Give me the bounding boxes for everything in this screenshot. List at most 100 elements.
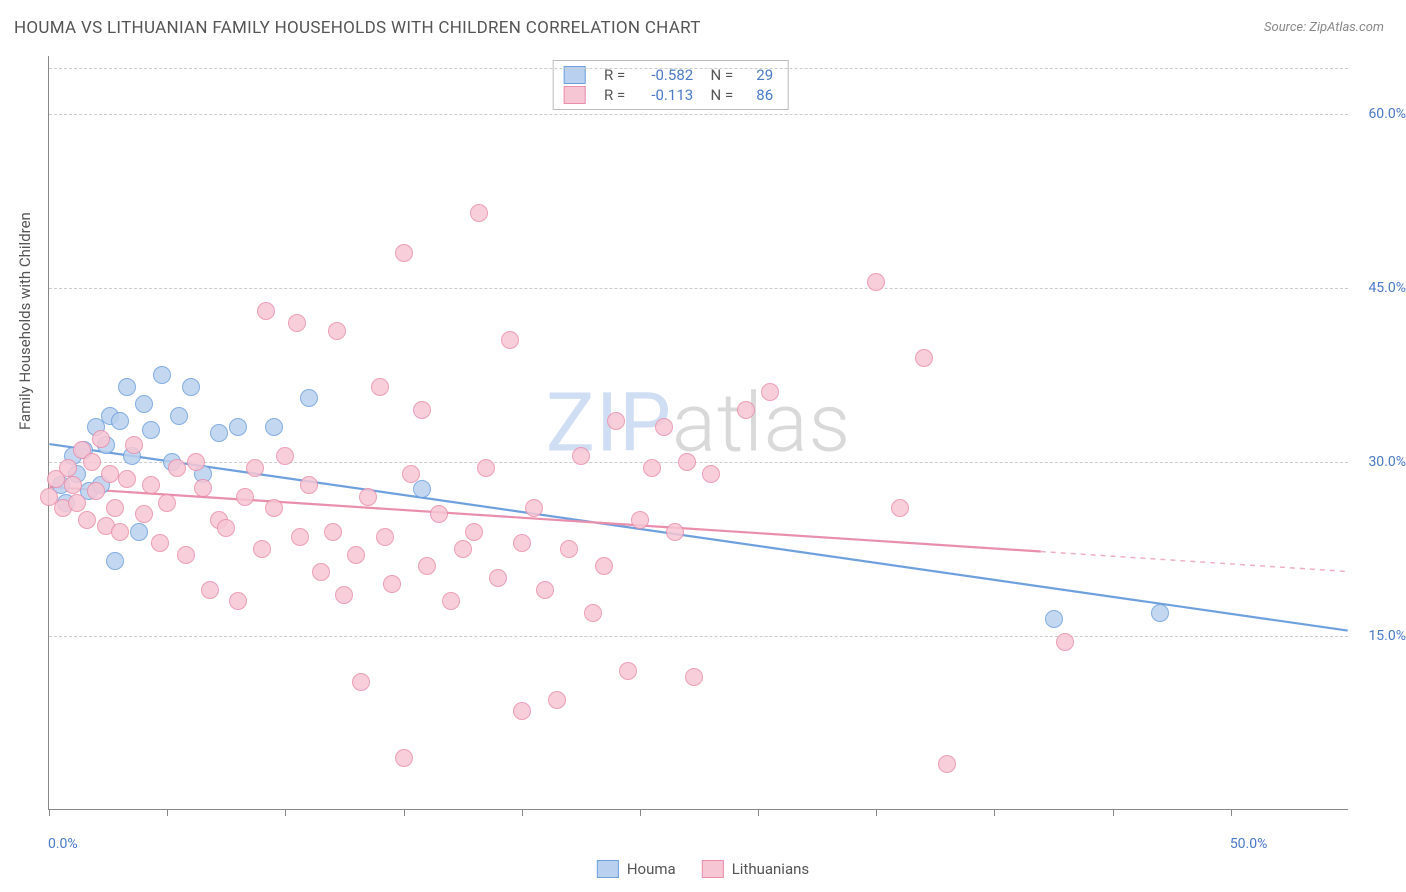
scatter-point [891,499,909,517]
scatter-point [246,459,264,477]
scatter-point [324,523,342,541]
chart-source: Source: ZipAtlas.com [1264,20,1384,35]
scatter-point [168,459,186,477]
scatter-point [607,412,625,430]
scatter-point [158,494,176,512]
r-label: R = [597,66,625,84]
scatter-point [371,378,389,396]
scatter-point [465,523,483,541]
gridline [49,68,1348,69]
bottom-legend: Houma Lithuanians [597,860,809,878]
watermark: ZIPatlas [546,375,851,471]
n-label: N = [705,66,733,84]
scatter-point [655,418,673,436]
trend-line-dashed [1041,552,1348,572]
scatter-point [170,407,188,425]
legend-item: Lithuanians [702,860,809,878]
trend-line [49,487,1040,552]
x-tick-mark [1231,809,1232,816]
scatter-point [737,401,755,419]
n-label: N = [705,86,733,104]
scatter-point [548,691,566,709]
scatter-point [78,511,96,529]
legend-label: Houma [627,860,676,878]
scatter-point [210,424,228,442]
scatter-point [402,465,420,483]
scatter-point [454,540,472,558]
scatter-point [118,378,136,396]
scatter-point [92,430,110,448]
scatter-point [560,540,578,558]
scatter-point [702,465,720,483]
scatter-point [59,459,77,477]
scatter-point [194,479,212,497]
scatter-point [395,749,413,767]
scatter-point [135,395,153,413]
legend-label: Lithuanians [732,860,809,878]
scatter-point [177,546,195,564]
scatter-point [111,523,129,541]
scatter-point [125,436,143,454]
x-tick-mark [994,809,995,816]
scatter-point [276,447,294,465]
x-tick-mark [640,809,641,816]
scatter-point [513,702,531,720]
y-tick-label: 30.0% [1368,454,1406,470]
scatter-point [678,453,696,471]
scatter-point [201,581,219,599]
gridline [49,462,1348,463]
r-value: -0.582 [637,66,693,84]
scatter-point [111,412,129,430]
r-label: R = [597,86,625,104]
scatter-point [187,453,205,471]
n-value: 29 [745,66,773,84]
scatter-point [595,557,613,575]
x-tick-mark [167,809,168,816]
scatter-point [229,592,247,610]
legend-item: Houma [597,860,676,878]
scatter-point [253,540,271,558]
scatter-point [118,470,136,488]
scatter-point [130,523,148,541]
scatter-point [572,447,590,465]
series-swatch [563,66,585,84]
scatter-point [442,592,460,610]
scatter-point [685,668,703,686]
scatter-point [489,569,507,587]
y-tick-label: 60.0% [1368,106,1406,122]
series-swatch [563,86,585,104]
legend-swatch [702,860,724,878]
scatter-point [182,378,200,396]
scatter-point [153,366,171,384]
y-tick-label: 15.0% [1368,628,1406,644]
n-value: 86 [745,86,773,104]
x-tick-mark [285,809,286,816]
y-axis-title: Family Households with Children [16,212,34,430]
scatter-point [383,575,401,593]
x-tick-mark [876,809,877,816]
scatter-point [217,519,235,537]
scatter-point [430,505,448,523]
scatter-point [376,528,394,546]
scatter-point [867,273,885,291]
scatter-point [619,662,637,680]
scatter-point [666,523,684,541]
scatter-point [1056,633,1074,651]
stats-row: R =-0.113N =86 [563,85,773,105]
x-tick-mark [1113,809,1114,816]
scatter-point [106,552,124,570]
scatter-point [643,459,661,477]
scatter-point [413,401,431,419]
scatter-point [359,488,377,506]
scatter-point [631,511,649,529]
x-tick-label: 0.0% [48,836,78,852]
scatter-point [300,389,318,407]
scatter-point [352,673,370,691]
scatter-point [87,482,105,500]
scatter-point [135,505,153,523]
scatter-point [265,499,283,517]
scatter-point [142,421,160,439]
scatter-point [525,499,543,517]
x-tick-mark [522,809,523,816]
x-tick-mark [758,809,759,816]
